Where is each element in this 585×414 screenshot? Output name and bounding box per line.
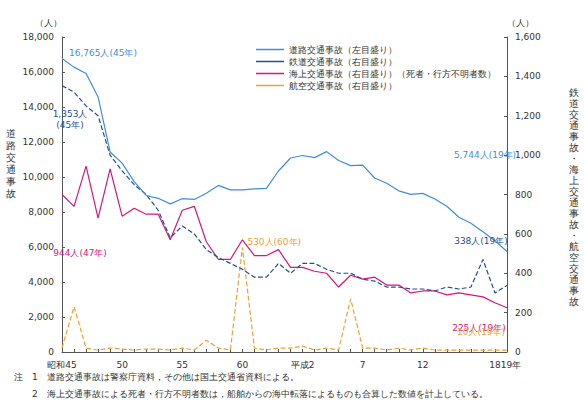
svg-text:6,000: 6,000: [28, 242, 54, 252]
svg-text:（人）: （人）: [507, 18, 534, 28]
svg-text:昭和45: 昭和45: [47, 360, 76, 370]
svg-text:60: 60: [237, 360, 249, 370]
svg-text:19年: 19年: [501, 360, 521, 370]
svg-text:1,600: 1,600: [515, 32, 541, 42]
svg-text:交: 交: [569, 109, 579, 120]
svg-text:0: 0: [515, 347, 521, 357]
svg-text:上: 上: [569, 175, 579, 186]
svg-text:事: 事: [569, 285, 579, 296]
svg-text:1,353人: 1,353人: [53, 109, 88, 119]
svg-text:航: 航: [569, 241, 579, 252]
svg-text:18,000: 18,000: [23, 32, 55, 42]
svg-text:路: 路: [6, 140, 16, 151]
svg-text:通: 通: [569, 197, 579, 208]
svg-text:海上交通事故（右目盛り）（死者・行方不明者数）: 海上交通事故（右目盛り）（死者・行方不明者数）: [289, 69, 496, 79]
svg-text:16,000: 16,000: [23, 67, 55, 77]
svg-text:事: 事: [6, 176, 16, 187]
svg-text:道: 道: [569, 98, 579, 109]
svg-text:交: 交: [6, 152, 16, 163]
svg-text:注 1 道路交通事故は警察庁資料，その他は国土交通省資料によ: 注 1 道路交通事故は警察庁資料，その他は国土交通省資料による。: [14, 372, 299, 382]
svg-text:1,000: 1,000: [515, 150, 541, 160]
svg-text:2,000: 2,000: [28, 312, 54, 322]
svg-text:7: 7: [360, 360, 366, 370]
svg-text:交: 交: [569, 263, 579, 274]
svg-text:1,200: 1,200: [515, 111, 541, 121]
svg-text:鉄: 鉄: [569, 87, 579, 98]
svg-text:16,765人(45年): 16,765人(45年): [69, 48, 137, 58]
svg-text:(45年): (45年): [56, 120, 83, 130]
svg-text:・: ・: [569, 230, 579, 241]
svg-text:200: 200: [515, 308, 532, 318]
svg-text:故: 故: [569, 219, 579, 230]
svg-text:空: 空: [569, 252, 579, 263]
svg-text:海: 海: [569, 164, 579, 175]
svg-text:12,000: 12,000: [23, 137, 55, 147]
svg-text:18: 18: [489, 360, 501, 370]
svg-text:14,000: 14,000: [23, 102, 55, 112]
svg-text:5,744人(19年): 5,744人(19年): [454, 150, 516, 160]
svg-text:故: 故: [569, 296, 579, 307]
svg-text:10,000: 10,000: [23, 172, 55, 182]
svg-text:4,000: 4,000: [28, 277, 54, 287]
svg-text:55: 55: [177, 360, 188, 370]
svg-text:航空交通事故（右目盛り）: 航空交通事故（右目盛り）: [289, 81, 397, 91]
svg-text:事: 事: [569, 208, 579, 219]
svg-text:8,000: 8,000: [28, 207, 54, 217]
svg-text:道路交通事故（左目盛り）: 道路交通事故（左目盛り）: [289, 45, 397, 55]
svg-text:1,400: 1,400: [515, 71, 541, 81]
svg-text:600: 600: [515, 229, 532, 239]
svg-text:530人(60年): 530人(60年): [247, 237, 301, 247]
svg-text:事: 事: [569, 131, 579, 142]
svg-text:0: 0: [48, 347, 54, 357]
svg-text:（人）: （人）: [35, 18, 62, 28]
svg-text:鉄道交通事故（右目盛り）: 鉄道交通事故（右目盛り）: [289, 57, 397, 67]
svg-text:故: 故: [569, 142, 579, 153]
svg-text:944人(47年): 944人(47年): [53, 248, 107, 258]
svg-text:平成2: 平成2: [291, 360, 315, 370]
svg-text:通: 通: [569, 120, 579, 131]
svg-text:12: 12: [417, 360, 428, 370]
svg-text:10人(19年): 10人(19年): [457, 327, 505, 337]
svg-text:400: 400: [515, 268, 532, 278]
svg-text:故: 故: [6, 188, 16, 199]
svg-text:交: 交: [569, 186, 579, 197]
svg-text:800: 800: [515, 190, 532, 200]
svg-text:・: ・: [569, 153, 579, 164]
svg-text:50: 50: [116, 360, 128, 370]
svg-text:道: 道: [6, 128, 16, 139]
svg-text:2 海上交通事故による死者・行方不明者数は，船舶からの海中転: 2 海上交通事故による死者・行方不明者数は，船舶からの海中転落によるものも合算し…: [32, 389, 488, 399]
svg-text:通: 通: [569, 274, 579, 285]
svg-text:通: 通: [6, 164, 16, 175]
svg-text:338人(19年): 338人(19年): [454, 236, 508, 246]
